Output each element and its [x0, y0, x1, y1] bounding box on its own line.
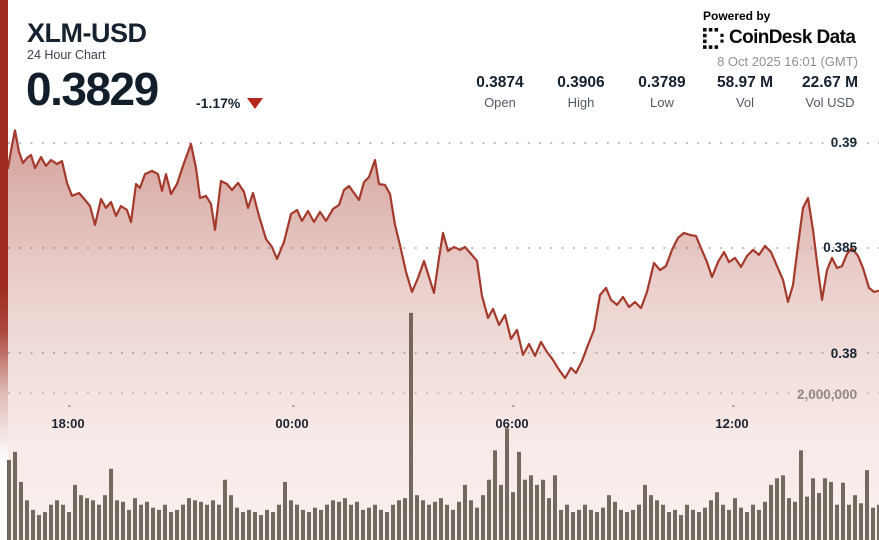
stat-vol-usd-value: 22.67 M: [801, 74, 858, 91]
current-price: 0.3829: [26, 63, 159, 115]
timestamp: 8 Oct 2025 16:01 (GMT): [717, 54, 858, 69]
stat-low-label: Low: [650, 95, 674, 110]
stat-open-value: 0.3874: [476, 74, 524, 91]
powered-by-label: Powered by: [703, 9, 771, 23]
price-change: -1.17%: [196, 95, 264, 111]
stat-low: 0.3789 Low: [636, 74, 688, 110]
triangle-down-icon: [247, 97, 264, 109]
brand-name: CoinDesk Data: [729, 27, 856, 48]
stat-high-value: 0.3906: [557, 74, 605, 91]
page-title: XLM-USD: [27, 18, 147, 48]
stat-high-label: High: [567, 95, 595, 110]
chart-subtitle: 24 Hour Chart: [27, 48, 106, 62]
stat-vol-usd-label: Vol USD: [805, 95, 855, 110]
stat-vol-usd: 22.67 M Vol USD: [802, 74, 858, 110]
y-axis-label-039: 0.39: [830, 135, 857, 150]
y-axis-label-0385: 0.385: [823, 240, 857, 255]
stat-vol-label: Vol: [735, 95, 755, 110]
ohlc-stats-row: 0.3874 Open 0.3906 High 0.3789 Low 58.97…: [474, 74, 858, 110]
price-line: [6, 129, 879, 380]
left-accent-bar: [0, 0, 8, 462]
price-change-percent: -1.17%: [196, 95, 241, 111]
x-axis-label-1200: 12:00: [715, 405, 749, 431]
stat-open-label: Open: [484, 95, 516, 110]
stat-vol-value: 58.97 M: [716, 74, 773, 91]
brand-block: Powered by CoinDesk Data 8 Oct 2025 16:0…: [703, 9, 858, 69]
stat-open: 0.3874 Open: [474, 74, 526, 110]
stat-vol: 58.97 M Vol: [717, 74, 773, 110]
y-axis-label-038: 0.38: [830, 346, 857, 361]
stat-low-value: 0.3789: [638, 74, 686, 91]
y-axis-label-volume: 2,000,000: [796, 387, 857, 402]
x-axis-label-0000: 00:00: [275, 405, 309, 431]
coindesk-logo-icon: [703, 27, 724, 49]
brand-row[interactable]: CoinDesk Data: [703, 27, 858, 49]
x-axis-label-1800: 18:00: [51, 405, 85, 431]
stat-high: 0.3906 High: [555, 74, 607, 110]
x-axis-label-0600: 06:00: [495, 405, 529, 431]
price-area: [8, 130, 879, 540]
